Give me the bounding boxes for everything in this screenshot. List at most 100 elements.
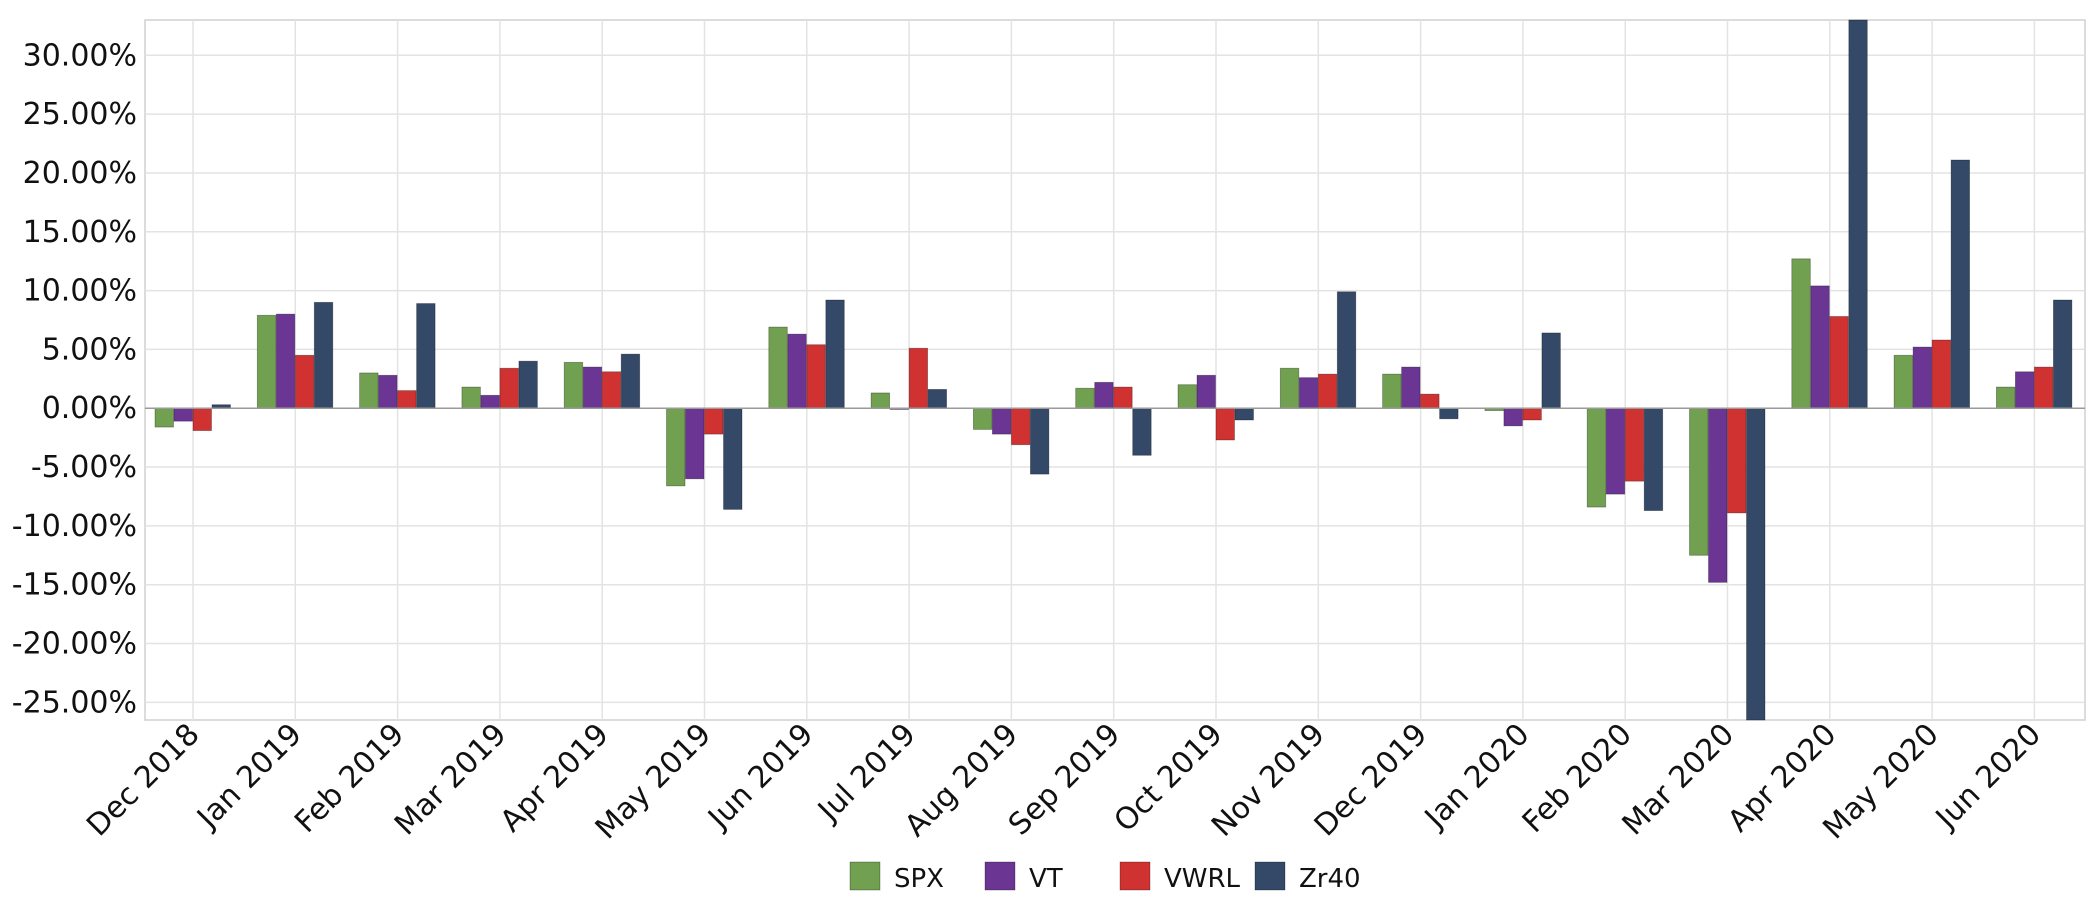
bar-zr40-16 [1848, 19, 1868, 409]
legend-label-zr40: Zr40 [1299, 864, 1361, 894]
bar-vt-17 [1912, 346, 1932, 409]
x-tick-label: Dec 2018 [80, 717, 207, 844]
y-tick-label: 10.00% [23, 274, 137, 309]
bar-zr40-4 [620, 353, 641, 409]
bar-zr40-5 [723, 407, 743, 510]
bar-zr40-12 [1439, 407, 1459, 420]
bar-vt-12 [1401, 366, 1421, 409]
bar-zr40-14 [1643, 407, 1664, 511]
bar-vwrl-9 [1113, 386, 1133, 409]
bar-zr40-10 [1234, 407, 1254, 421]
bar-vt-4 [582, 366, 603, 409]
bar-spx-2 [359, 372, 379, 409]
bar-vwrl-16 [1829, 316, 1849, 409]
bar-zr40-2 [416, 303, 436, 409]
x-tick-label: Sep 2019 [1002, 717, 1127, 842]
bar-vwrl-17 [1931, 339, 1951, 409]
bar-spx-1 [256, 314, 277, 409]
y-tick-label: -10.00% [12, 509, 137, 544]
bar-spx-5 [666, 407, 686, 487]
bar-zr40-18 [2052, 299, 2073, 409]
bar-spx-7 [870, 392, 890, 409]
bar-vwrl-14 [1624, 407, 1645, 482]
y-tick-label: -20.00% [12, 627, 137, 662]
bar-vwrl-0 [192, 407, 212, 431]
bar-zr40-9 [1132, 407, 1152, 456]
bar-vwrl-7 [908, 347, 928, 409]
x-tick-label: Dec 2019 [1308, 717, 1435, 844]
y-tick-label: -25.00% [12, 685, 137, 720]
y-axis-tick-labels: -25.00% -20.00% -15.00% -10.00% -5.00% 0.00% 5… [12, 38, 137, 720]
bar-vt-10 [1196, 374, 1216, 409]
x-tick-label: Mar 2020 [1616, 717, 1742, 843]
bar-zr40-15 [1746, 407, 1766, 721]
bar-vt-14 [1605, 407, 1626, 495]
bar-vt-9 [1094, 381, 1114, 409]
y-tick-label: 25.00% [23, 97, 137, 132]
legend-swatch-zr40 [1254, 861, 1286, 891]
bar-zr40-8 [1030, 407, 1050, 475]
bar-zr40-3 [518, 360, 538, 409]
bar-spx-9 [1075, 387, 1095, 409]
bar-spx-11 [1279, 367, 1300, 409]
bar-vt-3 [480, 394, 500, 409]
bar-zr40-17 [1950, 159, 1970, 409]
bar-vwrl-1 [294, 354, 315, 409]
bar-vt-0 [173, 407, 193, 422]
x-tick-label: Jun 2019 [700, 717, 820, 837]
bar-vt-15 [1708, 407, 1728, 583]
x-tick-label: Jun 2020 [1928, 717, 2048, 837]
bar-vt-8 [992, 407, 1012, 435]
bar-vt-2 [378, 374, 398, 409]
legend: SPX VT VWRL Zr40 [849, 861, 1361, 894]
bar-vwrl-13 [1522, 407, 1542, 421]
y-tick-label: 0.00% [42, 391, 137, 426]
bar-vwrl-8 [1011, 407, 1031, 446]
bar-spx-14 [1586, 407, 1607, 508]
bar-zr40-7 [927, 389, 947, 409]
y-tick-label: 5.00% [42, 332, 137, 367]
y-tick-label: 15.00% [23, 215, 137, 250]
bar-vwrl-10 [1215, 407, 1235, 441]
bar-spx-18 [1996, 386, 2016, 409]
y-tick-label: -15.00% [12, 568, 137, 603]
x-tick-label: Mar 2019 [388, 717, 514, 843]
legend-swatch-vt [984, 861, 1016, 891]
bar-zr40-1 [313, 301, 334, 409]
bar-spx-0 [154, 407, 174, 428]
bar-vt-5 [685, 407, 705, 480]
legend-swatch-spx [849, 861, 881, 891]
bar-vwrl-6 [806, 344, 826, 409]
bar-vwrl-11 [1317, 373, 1338, 409]
bar-vt-6 [787, 333, 807, 409]
legend-swatch-vwrl [1119, 861, 1151, 891]
bar-vwrl-3 [499, 367, 519, 409]
bar-vwrl-4 [601, 371, 622, 409]
y-tick-label: -5.00% [31, 450, 137, 485]
legend-label-spx: SPX [894, 864, 944, 894]
bar-spx-17 [1893, 354, 1913, 409]
bar-vwrl-18 [2034, 366, 2054, 409]
bar-zr40-13 [1541, 332, 1561, 409]
bar-vt-11 [1298, 377, 1319, 409]
bar-zr40-11 [1336, 291, 1357, 409]
bar-spx-4 [563, 361, 584, 409]
bar-spx-16 [1791, 258, 1811, 409]
bar-vt-1 [275, 313, 296, 409]
legend-label-vt: VT [1029, 864, 1063, 894]
bar-vt-18 [2015, 371, 2035, 409]
bar-spx-6 [768, 326, 788, 409]
y-tick-label: 20.00% [23, 156, 137, 191]
bar-vt-13 [1503, 407, 1523, 427]
bars [154, 19, 2073, 721]
bar-spx-12 [1382, 373, 1402, 409]
bar-spx-8 [973, 407, 993, 430]
bar-vt-16 [1810, 285, 1830, 409]
bar-vwrl-12 [1420, 393, 1440, 409]
bar-vwrl-15 [1727, 407, 1747, 514]
legend-label-vwrl: VWRL [1164, 864, 1241, 894]
x-tick-label: Aug 2019 [898, 717, 1025, 844]
bar-vwrl-2 [397, 390, 417, 409]
